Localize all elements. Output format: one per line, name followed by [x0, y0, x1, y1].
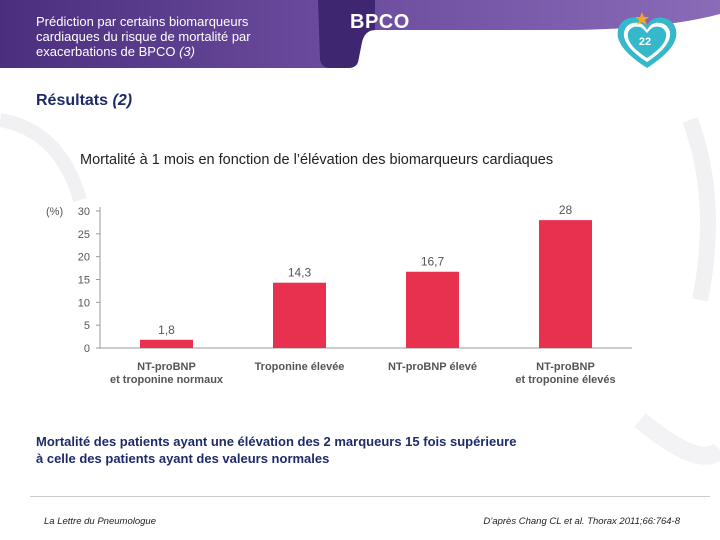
footer-citation: D’après Chang CL et al. Thorax 2011;66:7…	[483, 516, 680, 527]
bar	[273, 282, 326, 348]
footer-journal: La Lettre du Pneumologue	[44, 516, 156, 527]
y-tick-label: 0	[84, 343, 90, 355]
x-category-label: NT-proBNP	[137, 361, 196, 373]
y-tick-label: 10	[78, 297, 90, 309]
header-bar	[0, 0, 720, 68]
header-title: Prédiction par certains biomarqueurs car…	[36, 14, 306, 59]
conclusion-line: Mortalité des patients ayant une élévati…	[36, 434, 517, 449]
section-title: Résultats (2)	[36, 92, 132, 110]
bar-value-label: 14,3	[288, 266, 312, 280]
y-tick-label: 25	[78, 229, 90, 241]
bar	[539, 220, 592, 348]
x-category-label: Troponine élevée	[255, 361, 345, 373]
x-category-label: et troponine normaux	[110, 374, 224, 386]
footer-divider	[30, 496, 710, 497]
y-tick-label: 15	[78, 275, 90, 287]
bar-value-label: 1,8	[158, 323, 175, 337]
bar-value-label: 16,7	[421, 255, 445, 269]
y-tick-label: 20	[78, 252, 90, 264]
page-number: 22	[638, 36, 652, 48]
conclusion-text: Mortalité des patients ayant une élévati…	[36, 433, 596, 467]
bar	[140, 339, 193, 348]
x-category-label: et troponine élevés	[515, 374, 615, 386]
bar-value-label: 28	[559, 203, 573, 217]
x-category-label: NT-proBNP élevé	[388, 361, 477, 373]
conclusion-line: à celle des patients ayant des valeurs n…	[36, 451, 330, 466]
y-tick-label: 30	[78, 206, 90, 218]
section-number: (2)	[112, 92, 133, 109]
y-tick-label: 5	[84, 320, 90, 332]
header-title-text: Prédiction par certains biomarqueurs car…	[36, 14, 251, 59]
topic-badge: BPCO	[350, 11, 410, 33]
x-category-label: NT-proBNP	[536, 361, 595, 373]
section-title-text: Résultats	[36, 92, 109, 109]
chart-title: Mortalité à 1 mois en fonction de l’élév…	[80, 152, 554, 168]
header-reference: (3)	[179, 44, 195, 59]
heart-logo-icon	[617, 12, 677, 68]
bar	[406, 271, 459, 348]
y-axis-label: (%)	[46, 206, 63, 218]
